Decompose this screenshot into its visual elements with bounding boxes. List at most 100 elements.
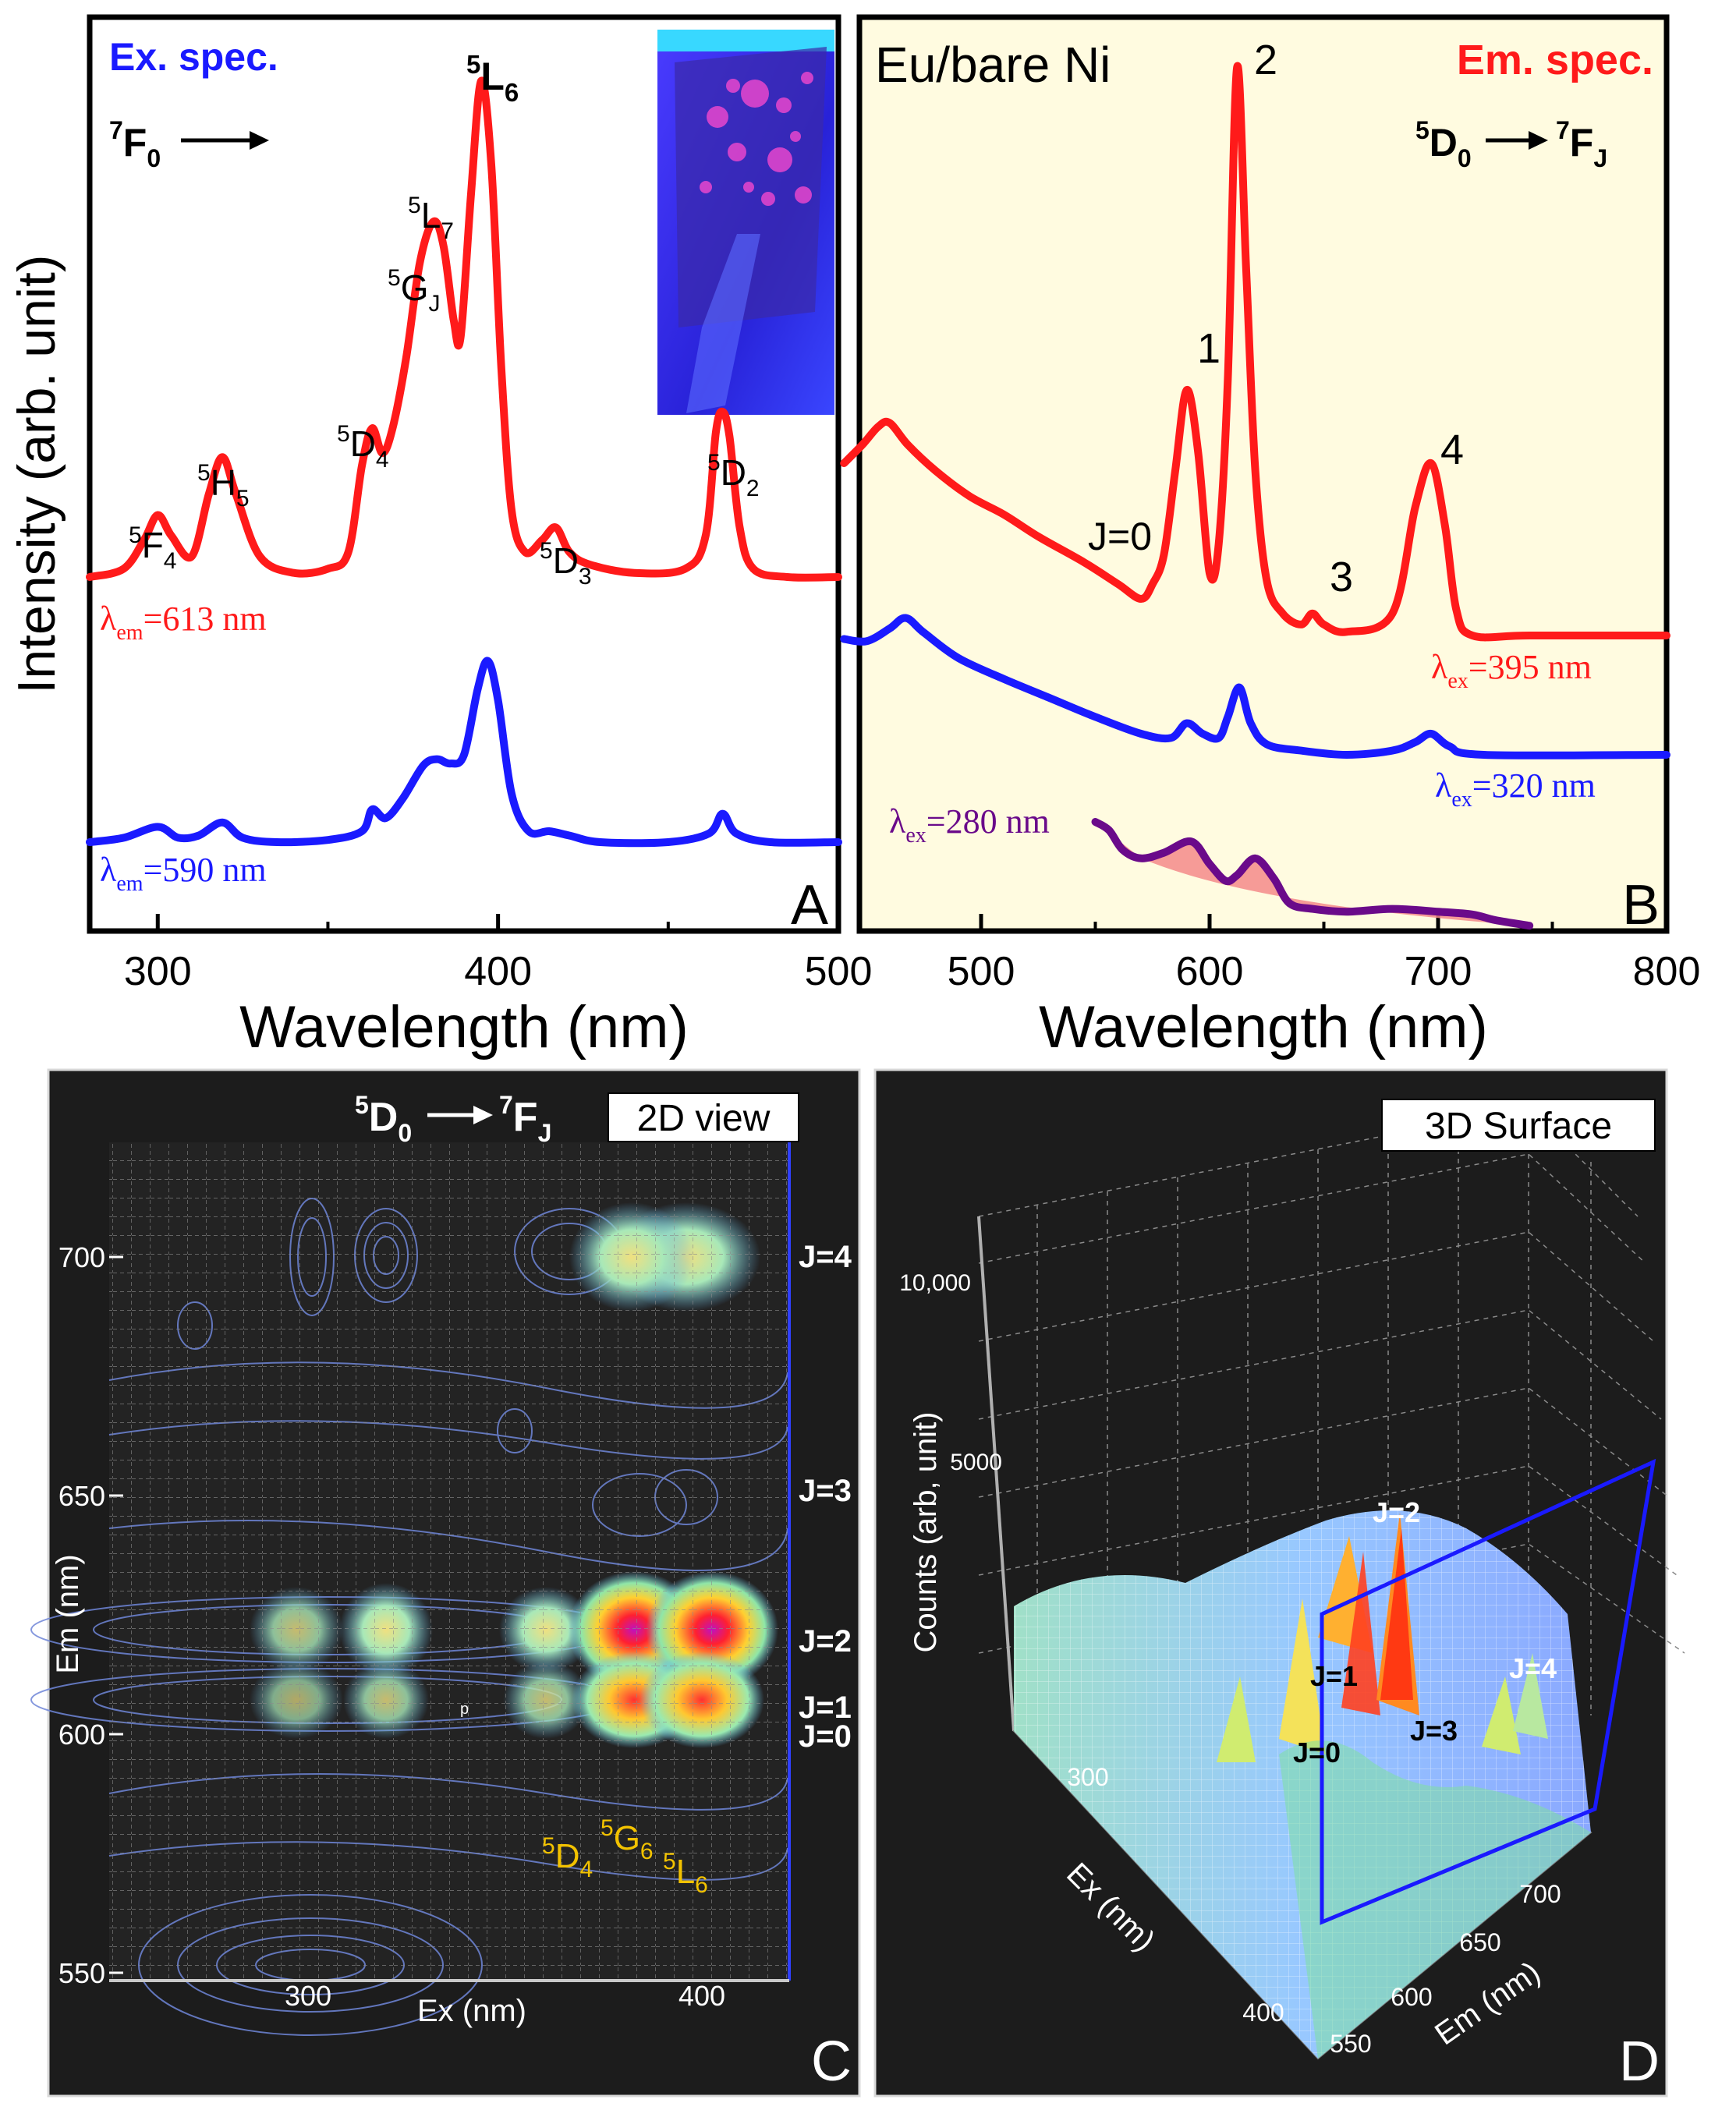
panel-b-peak-label: 3 [1330,554,1353,600]
panel-a-ylabel: Intensity (arb. unit) [7,254,66,693]
panel-c-ytick-label: 650 [58,1480,105,1512]
panel-b-xtick-label: 700 [1405,949,1472,994]
panel-b-frame [856,14,1670,934]
panel-c-marker: p [460,1701,469,1718]
svg-text:7F0: 7F0 [109,116,161,172]
panel-b-peak-label: 4 [1440,427,1464,473]
panel-a-curves [86,76,842,848]
panel-b-xtick-label: 800 [1633,949,1701,994]
panel-b-letter: B [1622,874,1660,936]
panel-c-ytick-label: 700 [58,1241,105,1273]
panel-b-xtick-label: 600 [1176,949,1244,994]
panel-c-xlabel: Ex (nm) [417,1994,526,2028]
panel-d-j-label: J=4 [1509,1652,1557,1684]
panel-a-xtick-label: 500 [805,949,873,994]
panel-b-title: Em. spec. [1457,37,1653,83]
svg-text:2D view: 2D view [637,1098,771,1139]
panel-a-peak-5L6: 5L6 [466,50,519,107]
panel-a-trace-label-590: λem=590 nm [100,851,267,896]
panel-a-xtick-label: 400 [464,949,532,994]
svg-text:5G6: 5G6 [601,1815,654,1864]
panel-d-letter: D [1619,2030,1660,2093]
panel-a-title: Ex. spec. [109,35,278,79]
svg-text:7FJ: 7FJ [1556,116,1607,172]
panel-a-xlabel: Wavelength (nm) [239,994,689,1060]
panel-d-z-axis [977,1216,1015,1732]
svg-text:5D0: 5D0 [355,1091,412,1147]
panel-d-slice-frame [1320,1458,1656,1925]
panel-a-letter: A [791,874,828,936]
panel-d-j-labels: J=2 J=1 J=0 J=3 J=4 [1293,1496,1557,1768]
panel-c-xtick-label: 400 [678,1980,725,2012]
panel-c-xtick-label: 300 [285,1980,331,2012]
panel-b-curves [840,62,1670,930]
panel-d-j-label: J=0 [1293,1737,1341,1768]
panel-d-ex-tick-label: 300 [1067,1763,1108,1791]
panel-b-peak-label: 1 [1197,325,1221,372]
svg-text:λem=613 nm: λem=613 nm [100,600,267,645]
panel-c-ylabel: Em (nm) [51,1554,85,1673]
panel-c-peak-tags: 5D4 5G6 5L6 [542,1815,708,1898]
panel-b-peak-label: J=0 [1088,515,1152,558]
panel-d-surface [1014,1510,1591,2059]
panel-a-peak-5D3: 5D3 [540,538,592,589]
panel-c-j-label: J=2 [799,1624,852,1659]
panel-c-badge: 2D view [608,1092,799,1142]
panel-a-inset-photo [657,30,834,415]
panel-c-j-labels: J=4 J=3 J=2 J=1J=0 [799,1240,852,1754]
panel-c-axes: 300 400 550 600 650 700 [58,1241,725,2012]
svg-text:λem=590 nm: λem=590 nm [100,851,267,896]
panel-c-grid [109,1142,788,1981]
panel-c-ytick-label: 600 [58,1719,105,1751]
panel-b-xlabel: Wavelength (nm) [1039,994,1488,1060]
panel-a-peak-5D4: 5D4 [337,421,389,473]
panel-b-trace-label-320: λex=320 nm [1435,766,1596,812]
panel-c: 300 400 550 600 650 700 Ex (nm) Em (nm) C 2D … [30,1068,861,2098]
panel-d-ex-tick-label: 400 [1242,1999,1284,2027]
panel-c-letter: C [811,2030,852,2093]
panel-c-j-label: J=4 [799,1240,852,1274]
panel-b-series-3 [1091,818,1534,930]
panel-d-em-tick-label: 650 [1459,1928,1500,1956]
panel-b-transition: 5D0 7FJ [1415,116,1607,172]
panel-b-trace-label-280: λex=280 nm [889,802,1050,848]
panel-c-j-label: J=0 [799,1719,852,1754]
panel-a-xtick-label: 300 [124,949,192,994]
panel-d: 10,000 5000 300 400 550 600 650 700 Counts (arb… [873,1068,1685,2098]
svg-text:5D0: 5D0 [1415,116,1472,172]
panel-b-peak-labels: J=0 1 2 3 4 [1088,37,1464,600]
svg-text:λex=395 nm: λex=395 nm [1431,648,1592,693]
panel-b: 500 600 700 800 Wavelength (nm) B Eu/bare N… [840,14,1701,1060]
panel-d-em-tick-label: 700 [1519,1880,1561,1908]
panel-b-series-1 [840,62,1670,642]
svg-text:λex=280 nm: λex=280 nm [889,802,1050,848]
panel-d-ztick-label: 10,000 [899,1270,971,1296]
panel-d-em-tick-label: 600 [1391,1983,1432,2011]
panel-a-trace-label-613: λem=613 nm [100,600,267,645]
panel-b-xtick-label: 500 [948,949,1015,994]
svg-text:7FJ: 7FJ [499,1091,551,1147]
panel-d-j-label: J=1 [1310,1660,1358,1692]
panel-d-badge: 3D Surface [1381,1099,1656,1152]
panel-d-axes: 10,000 5000 300 400 550 600 650 700 [899,1270,1561,2058]
panel-a-axes: 300 400 500 [124,914,872,994]
svg-text:λex=320 nm: λex=320 nm [1435,766,1596,812]
panel-a: 300 400 500 Intensity (arb. unit) Waveleng… [7,14,872,1060]
panel-d-ztick-label: 5000 [950,1450,1002,1475]
panel-c-transition: 5D0 7FJ [355,1091,551,1147]
panel-d-j-label: J=2 [1373,1496,1420,1528]
panel-d-j-label: J=3 [1410,1715,1458,1747]
panel-a-transition: 7F0 [109,116,269,172]
panel-b-sample: Eu/bare Ni [875,37,1111,93]
panel-c-j-label: J=1 [799,1691,852,1725]
panel-b-axes: 500 600 700 800 [948,914,1701,994]
panel-a-peak-labels: 5F4 5H5 5D4 5GJ 5L7 5L6 5D3 5D2 [129,50,760,589]
panel-a-series-1 [86,76,842,582]
panel-d-zlabel: Counts (arb, unit) [909,1411,943,1652]
panel-a-peak-5F4: 5F4 [129,522,176,574]
panel-b-peak-label: 2 [1254,37,1277,83]
svg-text:3D Surface: 3D Surface [1425,1106,1612,1147]
panel-c-ytick-label: 550 [58,1957,105,1989]
panel-a-peak-5D2: 5D2 [707,450,760,501]
